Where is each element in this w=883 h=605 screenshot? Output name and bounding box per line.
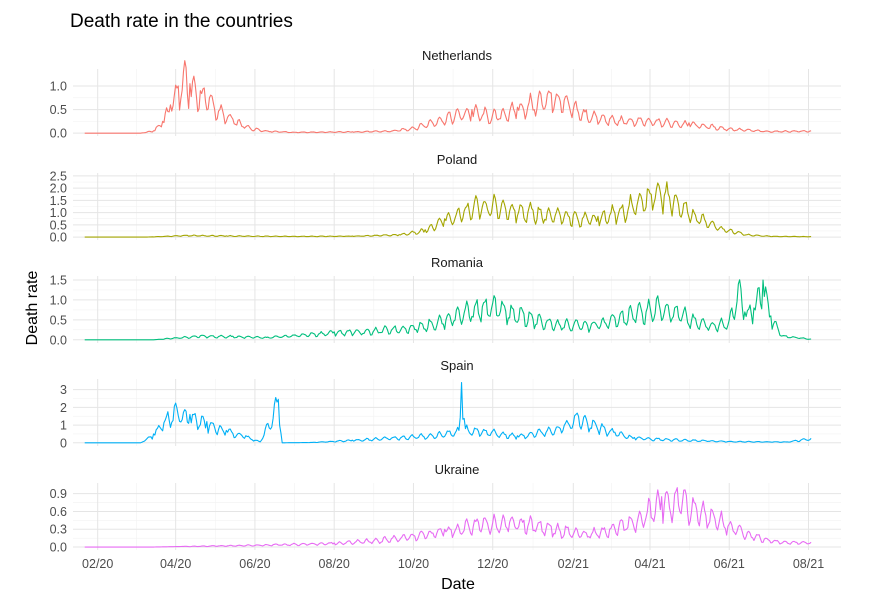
x-tick-label: 08/21 [793,557,824,571]
y-tick-label: 0.0 [50,541,67,555]
facet-strip-label: Ukraine [435,462,480,477]
facet-panels: Netherlands0.00.51.0Poland0.00.51.01.52.… [50,48,841,555]
y-tick-label: 0.0 [50,231,67,245]
y-tick-label: 1.0 [50,206,67,220]
x-tick-label: 04/21 [634,557,665,571]
x-axis: 02/20 04/20 06/20 08/20 10/20 12/20 02/21 04/21… [82,557,824,571]
y-tick-label: 0 [60,436,67,450]
y-tick-label: 0.9 [50,487,67,501]
y-axis-label: Death rate [24,271,41,346]
series-line-spain [84,381,812,444]
series-line-netherlands [84,60,812,134]
series-line-ukraine [84,487,812,548]
y-tick-label: 1.0 [50,293,67,307]
y-tick-label: 0.5 [50,313,67,327]
panel-netherlands: Netherlands 0.0 0.5 1.0 [50,48,841,141]
y-tick-label: 2.0 [50,182,67,196]
y-tick-label: 1.0 [50,79,67,93]
y-tick-label: 0.0 [50,333,67,347]
x-tick-label: 08/20 [319,557,350,571]
x-tick-label: 02/21 [558,557,589,571]
y-tick-label: 0.6 [50,505,67,519]
panel-spain: Spain 0 1 2 3 [60,358,841,450]
facet-strip-label: Poland [437,152,477,167]
panel-ukraine: Ukraine 0.0 0.3 0.6 0.9 [50,462,841,555]
chart-title: Death rate in the countries [70,11,293,32]
y-tick-label: 1.5 [50,273,67,287]
x-tick-label: 04/20 [160,557,191,571]
y-tick-label: 1.5 [50,194,67,208]
panel-poland: Poland 0.00.51.01.52.02.5 [50,152,841,245]
series-line-poland [84,181,812,238]
y-tick-label: 2 [60,401,67,415]
facet-strip-label: Netherlands [422,48,493,63]
x-tick-label: 06/20 [239,557,270,571]
x-tick-label: 06/21 [714,557,745,571]
y-tick-label: 3 [60,383,67,397]
y-tick-label: 0.0 [50,127,67,141]
facet-strip-label: Romania [431,255,484,270]
x-tick-label: 10/20 [398,557,429,571]
y-tick-label: 1 [60,419,67,433]
y-tick-label: 0.5 [50,103,67,117]
panel-romania: Romania 0.0 0.5 1.0 1.5 [50,255,841,347]
x-tick-label: 02/20 [82,557,113,571]
x-tick-label: 12/20 [477,557,508,571]
y-tick-label: 2.5 [50,169,67,183]
facet-strip-label: Spain [440,358,473,373]
y-tick-label: 0.5 [50,218,67,232]
series-line-romania [84,279,812,341]
x-axis-label: Date [441,576,475,593]
y-tick-label: 0.3 [50,523,67,537]
